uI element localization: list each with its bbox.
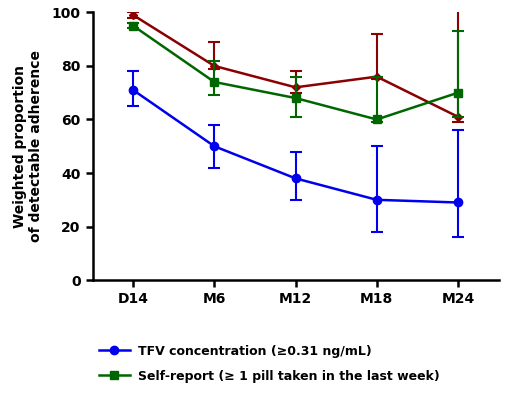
Legend: TFV concentration (≥0.31 ng/mL), Self-report (≥ 1 pill taken in the last week): TFV concentration (≥0.31 ng/mL), Self-re… — [99, 345, 439, 383]
Y-axis label: Weighted proportion
of detectable adherence: Weighted proportion of detectable adhere… — [13, 50, 43, 242]
